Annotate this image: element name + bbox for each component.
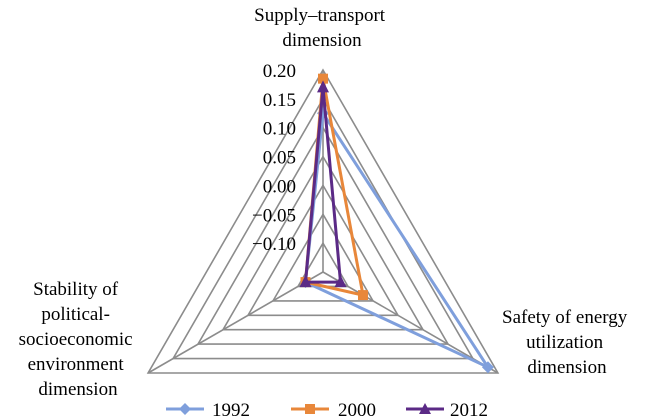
legend-marker-triangle	[419, 403, 431, 414]
grid-ring	[271, 212, 375, 302]
data-point-2000-safety	[357, 290, 368, 301]
data-point-2012-supply	[317, 80, 329, 93]
tick-labels: 0.20 0.15 0.10 0.05 0.00 −0.05 −0.10	[252, 61, 296, 255]
series-line-2012	[304, 85, 342, 284]
data-point-2012-stability	[299, 275, 312, 288]
axis-title-supply: Supply–transport dimension	[254, 5, 390, 51]
axis-title-stability: Stability of political- socioeconomic en…	[19, 279, 138, 400]
legend-item-2012: 2012	[406, 400, 488, 420]
legend: 1992 2000 2012	[166, 400, 488, 420]
tick-label: 0.20	[263, 61, 296, 82]
grid-ring	[221, 155, 425, 331]
legend-marker-square	[305, 404, 315, 414]
data-point-1992-safety	[481, 361, 494, 374]
legend-item-1992: 1992	[166, 400, 250, 420]
grid-ring	[246, 183, 400, 317]
tick-label: −0.05	[252, 205, 296, 226]
tick-label: 0.15	[263, 90, 296, 111]
axis-title-safety: Safety of energy utilization dimension	[502, 307, 632, 378]
spoke-stability	[147, 271, 324, 374]
legend-label-2000: 2000	[338, 400, 376, 420]
tick-label: 0.00	[263, 176, 296, 197]
tick-label: 0.10	[263, 119, 296, 140]
legend-marker-diamond	[179, 403, 191, 415]
grid-ring	[196, 126, 450, 345]
data-point-2012-safety	[334, 275, 347, 288]
data-point-2000-supply	[318, 73, 328, 84]
series-layer	[299, 73, 494, 374]
legend-label-2012: 2012	[450, 400, 488, 420]
grid-ring	[146, 68, 500, 374]
tick-label: −0.10	[252, 234, 296, 255]
legend-item-2000: 2000	[291, 400, 376, 420]
tick-label: 0.05	[263, 148, 296, 169]
legend-label-1992: 1992	[212, 400, 250, 420]
series-2012	[299, 80, 347, 288]
spoke-safety	[322, 271, 499, 374]
